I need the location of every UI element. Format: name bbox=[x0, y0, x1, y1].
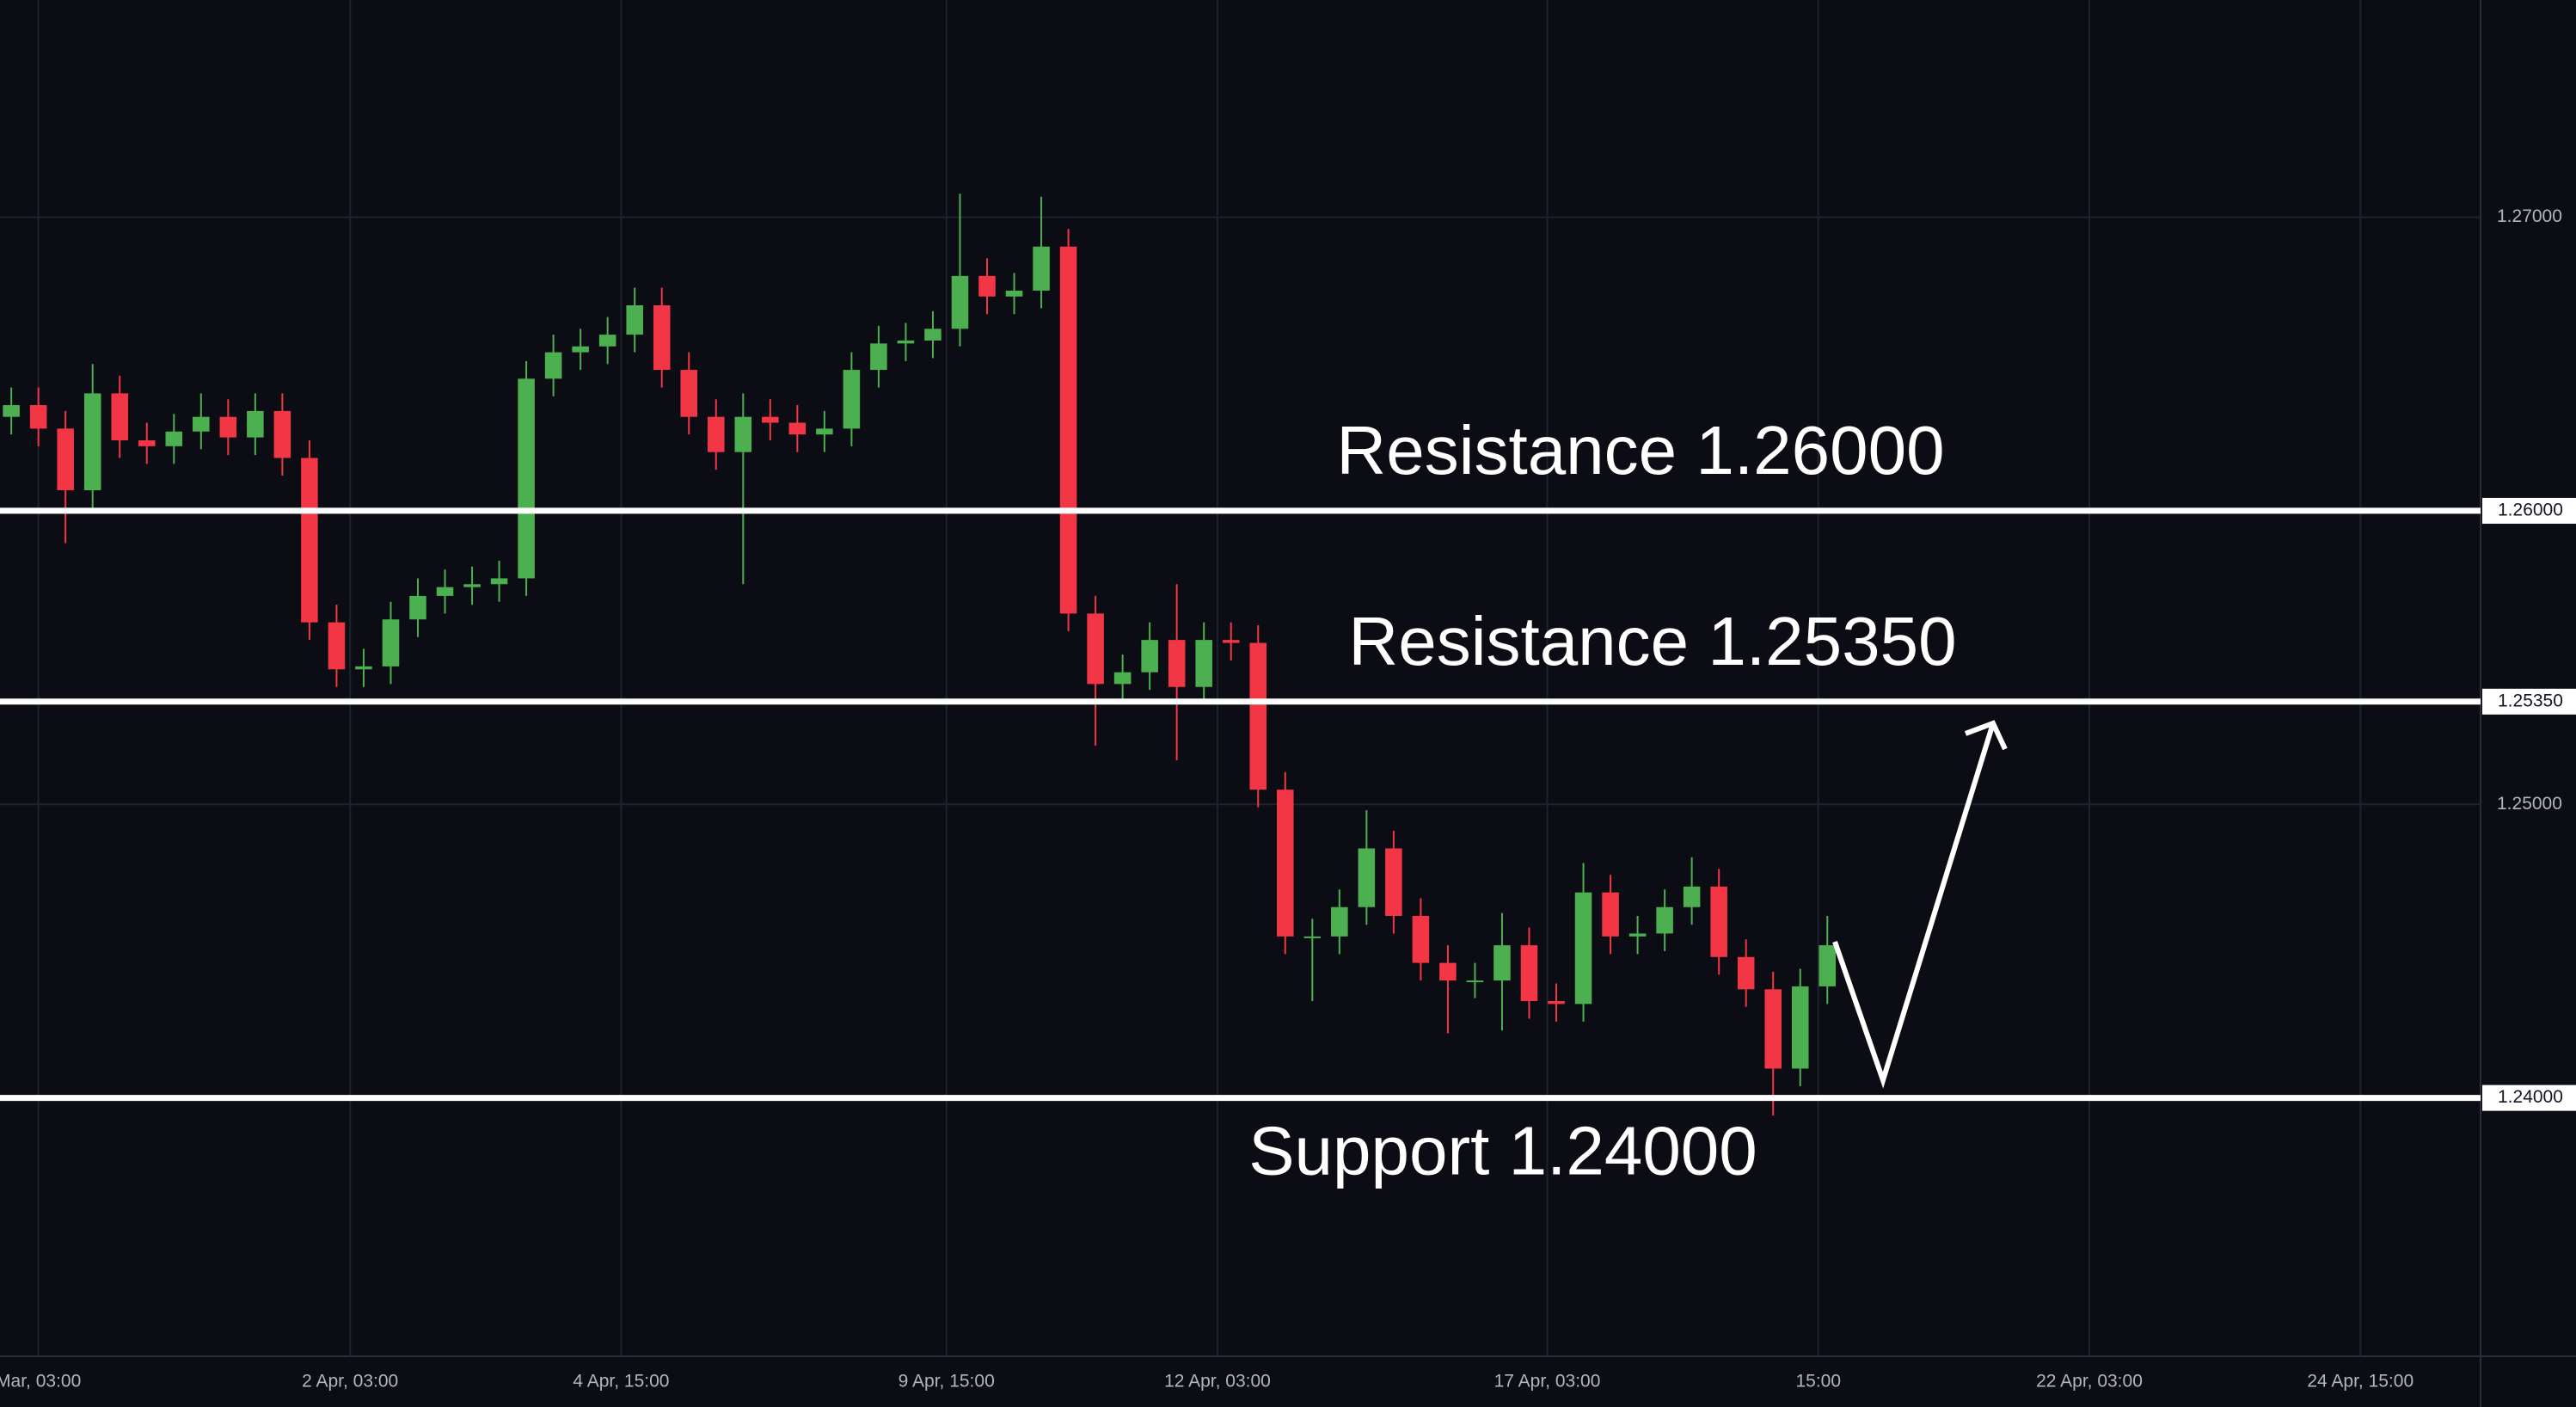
candle-body bbox=[924, 329, 941, 341]
candle-body bbox=[1656, 906, 1673, 934]
level-price-box bbox=[2482, 1084, 2576, 1111]
candle-body bbox=[1520, 945, 1538, 1001]
candle-body bbox=[762, 416, 779, 423]
candle-body bbox=[409, 595, 426, 620]
candle-body bbox=[1358, 848, 1376, 907]
level-annotation: Resistance 1.26000 bbox=[1336, 412, 1944, 488]
candle-body bbox=[1791, 986, 1809, 1069]
candle-body bbox=[653, 304, 671, 371]
candle-body bbox=[1303, 936, 1322, 938]
candle-body bbox=[816, 428, 833, 435]
candle-body bbox=[355, 666, 372, 670]
candle-body bbox=[572, 346, 589, 353]
level-price-box bbox=[2482, 497, 2576, 524]
candle-body bbox=[1710, 886, 1727, 957]
candle-body bbox=[1249, 642, 1267, 790]
candle-body bbox=[1493, 945, 1511, 981]
candle-body bbox=[490, 578, 508, 585]
candle-body bbox=[1737, 956, 1755, 990]
level-annotation: Support 1.24000 bbox=[1248, 1113, 1757, 1189]
candle-body bbox=[165, 431, 183, 446]
y-tick-label: 1.27000 bbox=[2497, 206, 2562, 226]
candle-body bbox=[1005, 290, 1023, 297]
candle-body bbox=[436, 587, 454, 596]
candle-body bbox=[382, 619, 400, 667]
candle-body bbox=[273, 410, 291, 458]
candle-body bbox=[1277, 790, 1294, 937]
candle-body bbox=[1602, 892, 1619, 937]
y-tick-label: 1.25000 bbox=[2497, 794, 2562, 814]
candle-body bbox=[518, 378, 535, 579]
x-tick-label: 12 Apr, 03:00 bbox=[1164, 1372, 1271, 1392]
candle-body bbox=[978, 275, 996, 297]
candle-body bbox=[1548, 1000, 1565, 1005]
candle-body bbox=[1574, 892, 1592, 1005]
candle-body bbox=[328, 622, 346, 670]
candle-body bbox=[626, 304, 643, 335]
x-tick-label: 17 Apr, 03:00 bbox=[1494, 1372, 1601, 1392]
candle-body bbox=[1412, 915, 1430, 963]
candle-body bbox=[734, 416, 752, 452]
candle-body bbox=[247, 410, 264, 438]
candle-body bbox=[951, 275, 969, 329]
candle-body bbox=[1628, 933, 1647, 937]
x-tick-label: 24 Apr, 15:00 bbox=[2307, 1372, 2413, 1392]
level-price-label: 1.24000 bbox=[2498, 1087, 2563, 1107]
candle-body bbox=[1168, 640, 1186, 687]
candle-body bbox=[843, 370, 861, 429]
x-tick-label: 4 Apr, 15:00 bbox=[573, 1372, 669, 1392]
candle-body bbox=[138, 440, 156, 446]
x-tick-label: 9 Apr, 15:00 bbox=[899, 1372, 995, 1392]
candle-body bbox=[680, 370, 698, 417]
level-price-box bbox=[2482, 688, 2576, 715]
arrow-head bbox=[1964, 720, 2008, 751]
candle-body bbox=[544, 352, 562, 379]
candle-body bbox=[1466, 980, 1484, 983]
candle-body bbox=[1385, 848, 1402, 916]
candle-body bbox=[1819, 945, 1837, 986]
candle-body bbox=[463, 584, 481, 587]
candle-body bbox=[598, 335, 616, 347]
candle-body bbox=[1195, 640, 1212, 687]
candle-body bbox=[1033, 246, 1050, 291]
candle-body bbox=[1141, 640, 1158, 673]
candle-body bbox=[219, 416, 237, 438]
candle-body bbox=[301, 458, 318, 623]
candle-body bbox=[897, 340, 915, 344]
candle-body bbox=[1059, 246, 1077, 614]
level-price-label: 1.25350 bbox=[2498, 691, 2563, 710]
candle-body bbox=[870, 343, 887, 371]
x-tick-label: 22 Apr, 03:00 bbox=[2036, 1372, 2143, 1392]
candle-body bbox=[1683, 886, 1701, 907]
candle-body bbox=[707, 416, 725, 452]
level-annotation: Resistance 1.25350 bbox=[1348, 603, 1956, 679]
candle-body bbox=[1439, 962, 1457, 981]
candle-body bbox=[57, 428, 74, 491]
x-tick-label: 2 Apr, 03:00 bbox=[302, 1372, 398, 1392]
candle-body bbox=[788, 422, 807, 435]
candle-body bbox=[1087, 613, 1104, 685]
candle-body bbox=[1331, 906, 1348, 937]
x-tick-label: Mar, 03:00 bbox=[0, 1372, 81, 1392]
candle-body bbox=[1113, 672, 1132, 685]
projection-arrow bbox=[1832, 722, 1996, 1089]
candle-body bbox=[193, 416, 210, 432]
candle-body bbox=[1764, 989, 1782, 1069]
candle-body bbox=[83, 393, 101, 491]
candle-body bbox=[1222, 640, 1240, 643]
candle-body bbox=[111, 393, 129, 441]
level-price-label: 1.26000 bbox=[2498, 500, 2563, 519]
candle-body bbox=[3, 405, 20, 417]
candle-body bbox=[29, 405, 47, 429]
x-tick-label: 15:00 bbox=[1795, 1372, 1841, 1392]
